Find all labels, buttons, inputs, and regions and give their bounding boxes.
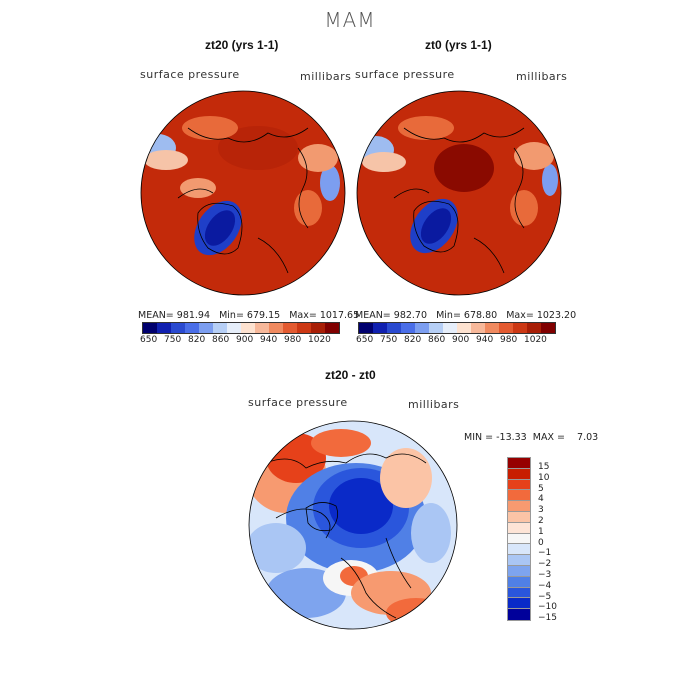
colorbar-swatch [157,323,171,333]
difference-colorbar-tick-label: −10 [538,602,557,613]
difference-colorbar-swatch [507,489,531,503]
colorbar-tick-label: 860 [212,335,230,345]
colorbar-swatch [387,323,401,333]
difference-colorbar-tick-label: 0 [538,537,544,548]
colorbar-swatch [325,323,339,333]
difference-colorbar-swatch [507,575,531,589]
difference-colorbar-tick-label: 2 [538,516,544,526]
difference-colorbar-tick-label: 15 [538,462,550,472]
colorbar-swatch [143,323,157,333]
colorbar-swatch [415,323,429,333]
colorbar-swatch [401,323,415,333]
panel-1-stats: MEAN= 981.94 Min= 679.15 Max= 1017.65 [138,310,360,321]
difference-colorbar-tick-label: −1 [538,548,552,559]
colorbar-swatch [443,323,457,333]
difference-colorbar-tick-label: −15 [538,613,557,624]
difference-panel-title: zt20 - zt0 [325,368,376,382]
colorbar-swatch [241,323,255,333]
colorbar-tick-label: 820 [188,335,206,345]
colorbar-swatch [373,323,387,333]
difference-colorbar-tick-label: −2 [538,559,552,570]
difference-colorbar-swatch [507,532,531,546]
difference-colorbar-tick-label: 3 [538,505,544,516]
colorbar-swatch [485,323,499,333]
difference-colorbar-tick-label: 1 [538,526,544,537]
difference-units-label: millibars [408,398,460,411]
panel-2-title: zt0 (yrs 1-1) [425,38,492,52]
difference-map [248,420,458,630]
difference-colorbar-tick-label: 5 [538,483,544,494]
colorbar-swatch [527,323,541,333]
colorbar-swatch [227,323,241,333]
colorbar-tick-label: 900 [236,335,254,345]
difference-variable-label: surface pressure [248,396,348,409]
colorbar-swatch [359,323,373,333]
colorbar-swatch [541,323,555,333]
difference-colorbar-swatch [507,457,531,470]
panel-2-variable-label: surface pressure [355,68,455,81]
colorbar-tick-label: 820 [404,335,422,345]
colorbar-tick-label: 750 [164,335,182,345]
colorbar-swatch [311,323,325,333]
colorbar-swatch [513,323,527,333]
panel-1-title: zt20 (yrs 1-1) [205,38,279,52]
difference-colorbar-tick-label: 4 [538,494,544,505]
colorbar-tick-label: 940 [260,335,278,345]
colorbar-swatch [269,323,283,333]
colorbar-tick-label: 650 [356,335,374,345]
panel-2-colorbar: 650 750 820 860 900 940 980 1020 [356,322,556,345]
colorbar-swatch [213,323,227,333]
colorbar-tick-label: 650 [140,335,158,345]
panel-1-variable-label: surface pressure [140,68,240,81]
colorbar-tick-label: 900 [452,335,470,345]
colorbar-swatch [429,323,443,333]
difference-colorbar-swatch [507,478,531,492]
difference-stats: MIN = -13.33 MAX = 7.03 [464,432,599,443]
colorbar-swatch [297,323,311,333]
colorbar-swatch [185,323,199,333]
difference-colorbar-tick-label: 10 [538,472,550,483]
colorbar-swatch [171,323,185,333]
difference-colorbar-tick-label: −5 [538,591,552,602]
difference-colorbar-swatch [507,467,531,481]
colorbar-tick-label: 860 [428,335,446,345]
colorbar-tick-label: 940 [476,335,494,345]
difference-colorbar-swatch [507,608,531,621]
difference-colorbar-swatch [507,543,531,557]
difference-colorbar-swatch [507,554,531,567]
colorbar-swatch [499,323,513,333]
colorbar-tick-label: 980 [500,335,518,345]
difference-colorbar-swatch [507,586,531,600]
difference-colorbar-swatch [507,521,531,535]
difference-colorbar-swatch [507,500,531,513]
colorbar-swatch [471,323,485,333]
panel-2-units-label: millibars [516,70,568,83]
difference-colorbar-tick-label: −4 [538,580,552,591]
colorbar-tick-label: 1020 [308,335,331,345]
difference-colorbar-tick-label: −3 [538,570,552,580]
panel-1-colorbar: 650 750 820 860 900 940 980 1020 [140,322,340,345]
difference-colorbar-swatch [507,597,531,611]
colorbar-swatch [457,323,471,333]
difference-colorbar-swatch [507,565,531,578]
colorbar-tick-label: 750 [380,335,398,345]
panel-1-units-label: millibars [300,70,352,83]
colorbar-tick-label: 980 [284,335,302,345]
panel-2-map [356,90,562,296]
figure-title: MAM [324,8,376,32]
panel-2-stats: MEAN= 982.70 Min= 678.80 Max= 1023.20 [355,310,577,321]
difference-colorbar-swatch [507,511,531,524]
panel-1-map [140,90,346,296]
colorbar-swatch [283,323,297,333]
colorbar-swatch [199,323,213,333]
colorbar-tick-label: 1020 [524,335,547,345]
colorbar-swatch [255,323,269,333]
